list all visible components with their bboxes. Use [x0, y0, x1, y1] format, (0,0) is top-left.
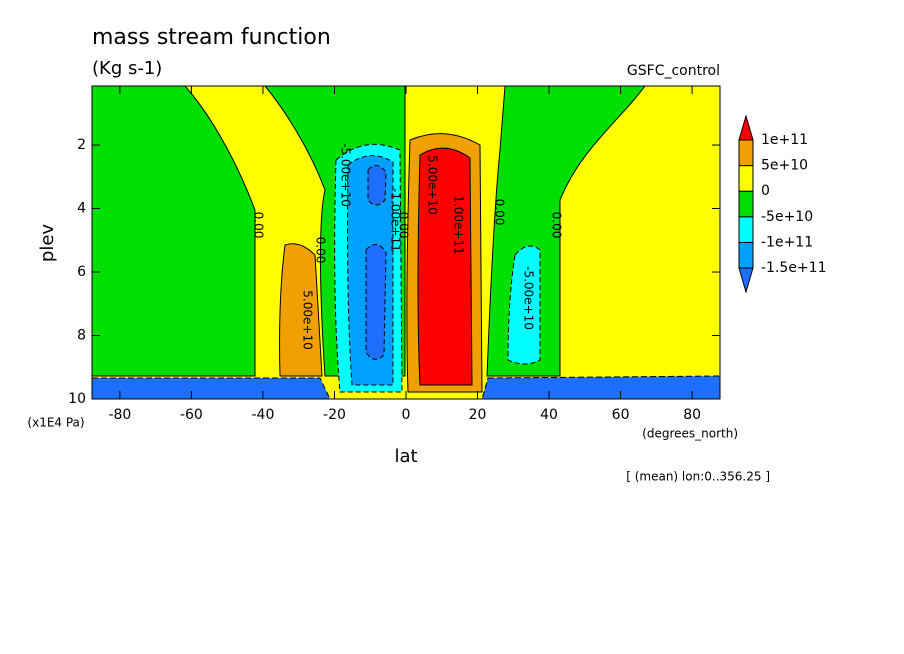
colorbar-label: 0	[761, 183, 770, 199]
y-axis-label: plev	[37, 224, 58, 263]
contour-label: 5.00e+10	[426, 155, 440, 214]
colorbar-box	[738, 190, 754, 218]
x-tick-label: 80	[683, 407, 701, 423]
x-tick-label: 0	[402, 407, 411, 423]
contour-label: -5.00e+10	[522, 266, 536, 330]
experiment-label: GSFC_control	[627, 63, 720, 79]
contour-label: 0.00	[493, 199, 507, 226]
chart-title: mass stream function	[92, 25, 331, 50]
colorbar-label: 1e+11	[761, 132, 808, 148]
colorbar-box	[738, 216, 754, 243]
y-tick-label: 6	[77, 264, 86, 280]
region-green	[91, 85, 256, 377]
colorbar-triangle	[738, 267, 754, 294]
colorbar-triangle	[738, 114, 754, 141]
x-tick-label: 40	[540, 407, 558, 423]
x-tick-label: -40	[252, 407, 275, 423]
region-orange	[279, 243, 323, 377]
contour-label: 0.00	[252, 212, 266, 239]
colorbar-label: -1e+11	[761, 234, 813, 250]
chart-subtitle: (Kg s-1)	[92, 58, 162, 79]
contour-label: 0.00	[397, 212, 411, 239]
colorbar-label: -5e+10	[761, 209, 813, 225]
x-tick-label: -20	[323, 407, 346, 423]
colorbar-box	[738, 165, 754, 192]
contour-label: 0.00	[550, 212, 564, 239]
x-axis-label: lat	[394, 446, 417, 467]
contour-label: 1.00e+11	[452, 195, 466, 254]
colorbar-box	[738, 139, 754, 167]
region-cyan	[507, 245, 541, 365]
contour-label: 5.00e+10	[301, 290, 315, 349]
colorbar-label: 5e+10	[761, 158, 808, 174]
y-unit: (x1E4 Pa)	[27, 416, 84, 430]
y-tick-label: 4	[77, 201, 86, 217]
contour-label: -5.00e+10	[339, 143, 353, 207]
region-red	[417, 147, 473, 386]
colorbar-label: -1.5e+11	[761, 260, 826, 276]
x-tick-label: -60	[180, 407, 203, 423]
colorbar-box	[738, 241, 754, 269]
region-blue	[365, 165, 387, 360]
x-unit: (degrees_north)	[642, 427, 738, 441]
y-tick-label: 8	[77, 328, 86, 344]
x-tick-label: 20	[469, 407, 487, 423]
contour-label: 0.00	[314, 237, 328, 264]
x-tick-label: -80	[108, 407, 131, 423]
x-tick-label: 60	[612, 407, 630, 423]
y-tick-label: 10	[68, 391, 86, 407]
y-tick-label: 2	[77, 137, 86, 153]
note: [ (mean) lon:0..356.25 ]	[626, 470, 770, 484]
contour-label: -1.00e+11	[389, 188, 403, 252]
contour-field	[91, 85, 721, 400]
